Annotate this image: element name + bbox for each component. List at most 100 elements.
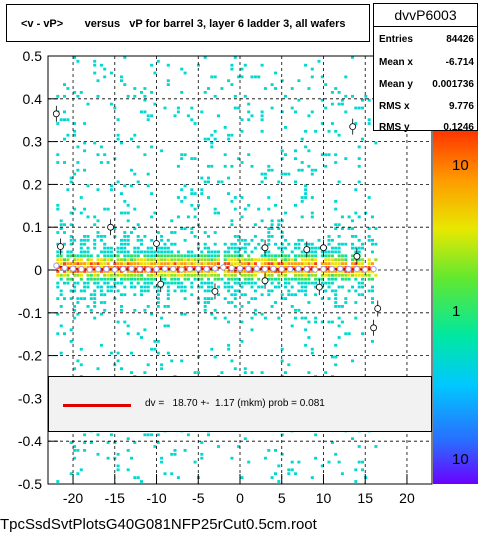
heatmap-cell [63, 262, 67, 265]
heatmap-cell [89, 277, 93, 281]
heatmap-cell [173, 262, 177, 265]
heatmap-cell [304, 293, 308, 297]
heatmap-cell [163, 106, 167, 110]
heatmap-cell [260, 129, 264, 133]
y-tick-label: 0.4 [23, 91, 43, 107]
heatmap-cell [320, 464, 324, 468]
heatmap-cell [166, 246, 170, 250]
heatmap-cell [83, 235, 87, 238]
heatmap-cell [109, 254, 113, 258]
heatmap-cell [330, 289, 334, 293]
heatmap-cell [150, 433, 154, 437]
heatmap-cell [190, 285, 194, 289]
heatmap-cell [294, 149, 298, 153]
heatmap-cell [334, 363, 338, 367]
profile-point [261, 266, 269, 273]
heatmap-cell [180, 153, 184, 157]
heatmap-cell [240, 129, 244, 133]
heatmap-cell [190, 250, 194, 254]
heatmap-cell [180, 262, 184, 265]
heatmap-cell [76, 145, 80, 149]
heatmap-cell [66, 258, 70, 262]
heatmap-cell [243, 242, 247, 246]
heatmap-cell [280, 452, 284, 456]
heatmap-cell [106, 285, 110, 289]
heatmap-cell [280, 433, 284, 437]
y-tick-label: 0.1 [23, 219, 43, 235]
heatmap-cell [270, 83, 274, 86]
heatmap-cell [330, 320, 334, 324]
heatmap-cell [130, 184, 134, 188]
heatmap-cell [183, 270, 187, 273]
heatmap-cell [314, 129, 318, 133]
heatmap-cell [230, 254, 234, 258]
heatmap-cell [180, 91, 184, 94]
heatmap-cell [270, 235, 274, 238]
heatmap-cell [260, 238, 264, 242]
heatmap-cell [233, 293, 237, 297]
heatmap-cell [150, 192, 154, 195]
heatmap-cell [176, 262, 180, 265]
heatmap-cell [103, 254, 107, 258]
heatmap-cell [230, 83, 234, 86]
heatmap-cell [337, 316, 341, 320]
heatmap-cell [183, 289, 187, 293]
heatmap-cell [210, 297, 214, 300]
heatmap-cell [233, 270, 237, 273]
heatmap-cell [116, 464, 120, 468]
heatmap-cell [56, 203, 60, 207]
heatmap-cell [274, 87, 278, 90]
heatmap-cell [183, 277, 187, 281]
heatmap-cell [99, 312, 103, 316]
heatmap-cell [76, 273, 80, 277]
heatmap-cell [290, 258, 294, 262]
heatmap-cell [367, 238, 371, 242]
heatmap-cell [120, 211, 124, 215]
heatmap-cell [116, 468, 120, 472]
heatmap-cell [76, 297, 80, 300]
heatmap-cell [79, 254, 83, 258]
profile-point [195, 265, 202, 272]
heatmap-cell [66, 133, 70, 137]
heatmap-cell [153, 277, 157, 281]
heatmap-cell [183, 262, 187, 265]
heatmap-cell [357, 262, 361, 265]
heatmap-cell [280, 157, 284, 160]
heatmap-cell [93, 223, 97, 227]
heatmap-cell [146, 258, 150, 262]
heatmap-cell [243, 258, 247, 262]
heatmap-cell [310, 266, 314, 269]
heatmap-cell [344, 262, 348, 265]
heatmap-cell [166, 258, 170, 262]
heatmap-cell [73, 133, 77, 137]
heatmap-cell [183, 254, 187, 258]
heatmap-cell [79, 273, 83, 277]
heatmap-cell [361, 277, 365, 281]
heatmap-cell [180, 312, 184, 316]
heatmap-cell [207, 301, 211, 304]
heatmap-cell [120, 273, 124, 277]
heatmap-cell [160, 266, 164, 269]
heatmap-cell [123, 56, 127, 59]
heatmap-cell [56, 297, 60, 300]
heatmap-cell [153, 262, 157, 265]
heatmap-cell [330, 250, 334, 254]
heatmap-cell [150, 266, 154, 269]
heatmap-cell [320, 122, 324, 125]
heatmap-cell [200, 258, 204, 262]
heatmap-cell [287, 281, 291, 285]
heatmap-cell [223, 258, 227, 262]
heatmap-cell [76, 161, 80, 164]
heatmap-cell [247, 258, 251, 262]
heatmap-cell [304, 192, 308, 195]
heatmap-cell [89, 297, 93, 300]
heatmap-cell [207, 137, 211, 141]
profile-point [86, 266, 93, 273]
heatmap-cell [263, 262, 267, 265]
heatmap-cell [207, 254, 211, 258]
heatmap-cell [126, 266, 130, 269]
heatmap-cell [330, 277, 334, 281]
heatmap-cell [193, 371, 197, 374]
heatmap-cell [233, 277, 237, 281]
heatmap-cell [314, 433, 318, 437]
